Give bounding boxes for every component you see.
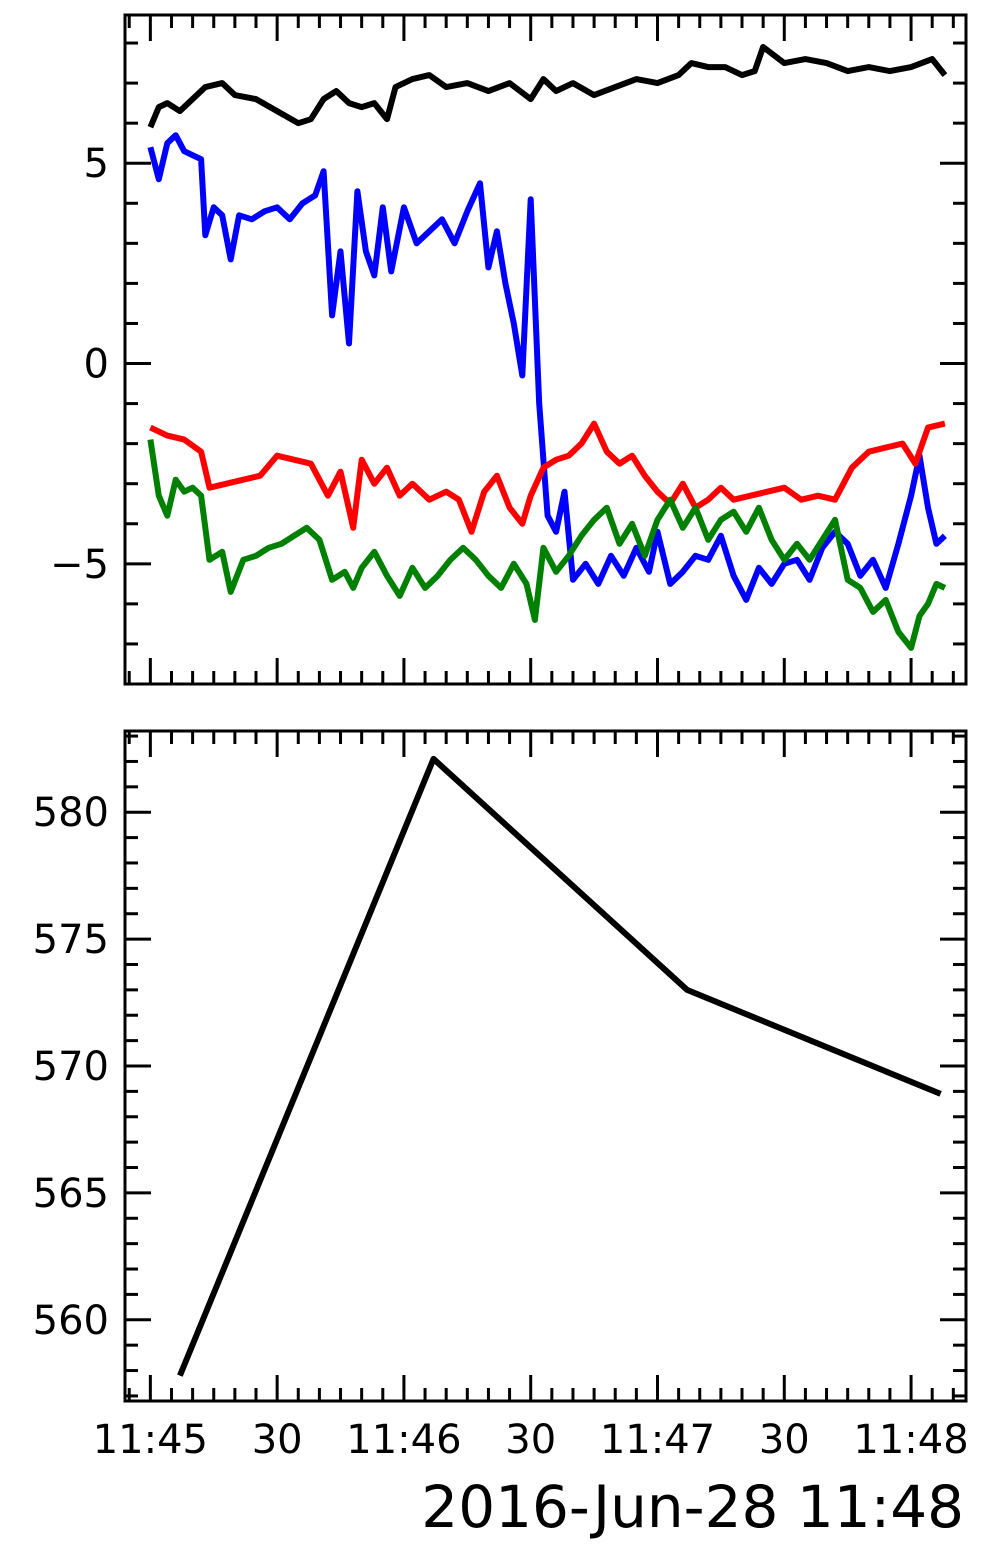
y-ticks <box>125 41 966 686</box>
x-tick-label: 11:47 <box>600 1417 715 1463</box>
y-tick-label: −5 <box>50 542 109 588</box>
x-ticks <box>127 731 955 1401</box>
x-tick-label: 11:45 <box>93 1417 208 1463</box>
plot-area <box>177 755 942 1377</box>
y-tick-label: 570 <box>33 1044 109 1090</box>
x-tick-label: 11:46 <box>346 1417 461 1463</box>
x-tick-label: 30 <box>505 1417 556 1463</box>
plot-area <box>147 44 948 651</box>
date-time-footer-label: 2016-Jun-28 11:48 <box>421 1473 964 1541</box>
series-line-3 <box>147 439 947 651</box>
x-tick-label: 30 <box>252 1417 303 1463</box>
bottom-panel-single-line: 560 565 570 575 580 11:45 30 11:46 30 11:47 30 11:4… <box>33 729 969 1463</box>
series-line-0 <box>147 44 948 129</box>
y-tick-label: 0 <box>84 342 109 388</box>
series-line-2 <box>149 420 946 535</box>
top-panel-magnetic-field-components: −5 0 5 <box>50 13 968 686</box>
series-line-1 <box>147 132 947 603</box>
x-tick-label: 11:48 <box>853 1417 968 1463</box>
x-ticks <box>127 15 955 684</box>
y-tick-label: 575 <box>33 917 109 963</box>
axes-frame <box>123 13 968 686</box>
y-tick-label: 565 <box>33 1171 109 1217</box>
series-line-0 <box>177 755 942 1377</box>
y-tick-label: 560 <box>33 1298 109 1344</box>
y-tick-label: 5 <box>84 141 109 187</box>
y-ticks <box>125 734 966 1398</box>
y-tick-label: 580 <box>33 790 109 836</box>
x-tick-label: 30 <box>759 1417 810 1463</box>
